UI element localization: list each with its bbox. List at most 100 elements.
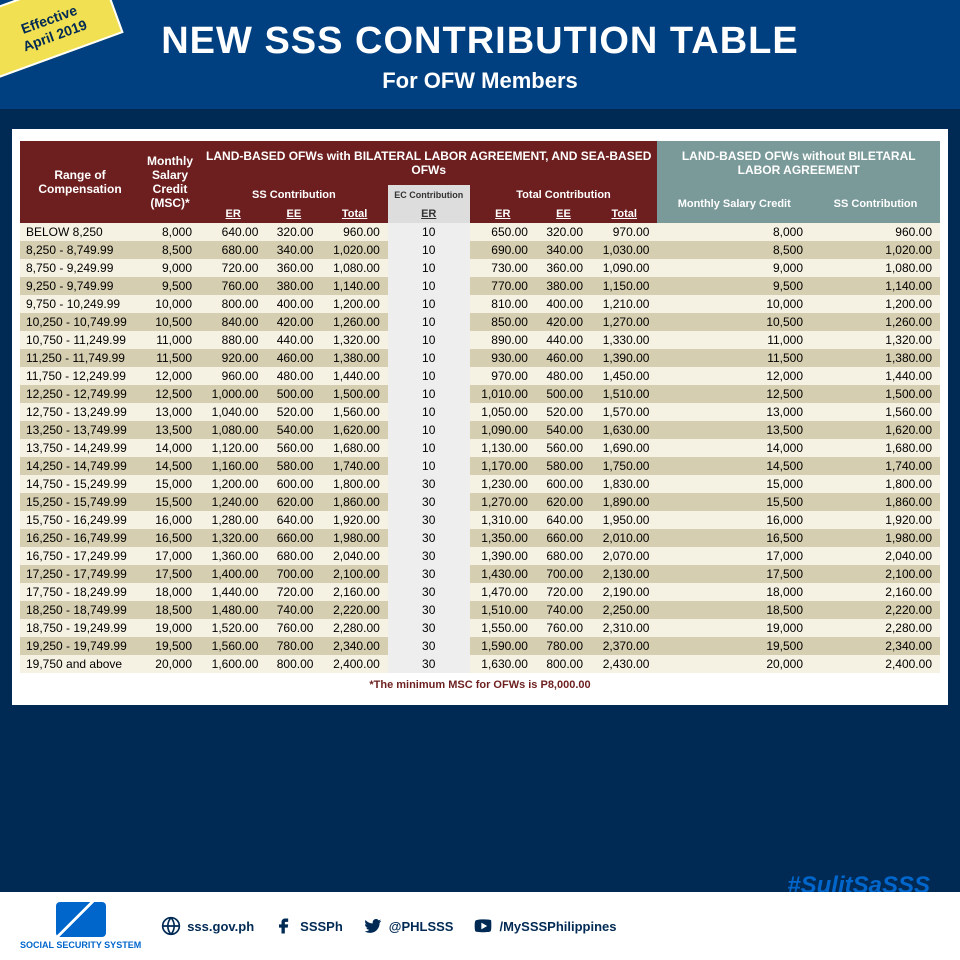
cell-ss2: 2,040.00 [811, 547, 940, 565]
table-row: 10,250 - 10,749.9910,500840.00420.001,26… [20, 313, 940, 331]
cell-msc2: 14,000 [657, 439, 811, 457]
cell-range: 9,250 - 9,749.99 [20, 277, 140, 295]
cell-range: 11,750 - 12,249.99 [20, 367, 140, 385]
cell-t-er: 1,270.00 [470, 493, 536, 511]
cell-ss2: 1,560.00 [811, 403, 940, 421]
cell-range: 16,250 - 16,749.99 [20, 529, 140, 547]
cell-t-ee: 340.00 [536, 241, 591, 259]
cell-ec: 10 [388, 223, 470, 241]
cell-t-t: 1,630.00 [591, 421, 657, 439]
cell-ec: 10 [388, 385, 470, 403]
cell-range: 18,250 - 18,749.99 [20, 601, 140, 619]
cell-ec: 30 [388, 565, 470, 583]
cell-t-ee: 660.00 [536, 529, 591, 547]
cell-range: 17,750 - 18,249.99 [20, 583, 140, 601]
cell-ec: 10 [388, 241, 470, 259]
cell-t-er: 1,230.00 [470, 475, 536, 493]
cell-msc: 20,000 [140, 655, 200, 673]
cell-ss-er: 1,600.00 [200, 655, 266, 673]
cell-ss-t: 1,680.00 [321, 439, 387, 457]
cell-ec: 10 [388, 277, 470, 295]
cell-ss-ee: 800.00 [266, 655, 321, 673]
cell-msc: 13,000 [140, 403, 200, 421]
cell-ss2: 960.00 [811, 223, 940, 241]
table-row: 12,750 - 13,249.9913,0001,040.00520.001,… [20, 403, 940, 421]
cell-ec: 30 [388, 601, 470, 619]
cell-ss-ee: 760.00 [266, 619, 321, 637]
cell-ss2: 1,740.00 [811, 457, 940, 475]
cell-msc: 15,500 [140, 493, 200, 511]
contribution-table: Range of Compensation Monthly Salary Cre… [20, 141, 940, 673]
table-row: 14,250 - 14,749.9914,5001,160.00580.001,… [20, 457, 940, 475]
hdr-total-contrib: Total Contribution [470, 185, 658, 205]
globe-icon [161, 916, 181, 936]
cell-msc2: 17,500 [657, 565, 811, 583]
cell-msc2: 18,500 [657, 601, 811, 619]
hdr-range: Range of Compensation [20, 141, 140, 223]
cell-t-t: 1,330.00 [591, 331, 657, 349]
cell-ss-er: 720.00 [200, 259, 266, 277]
cell-msc2: 11,000 [657, 331, 811, 349]
cell-range: 12,750 - 13,249.99 [20, 403, 140, 421]
cell-ss2: 2,160.00 [811, 583, 940, 601]
cell-ss-er: 1,360.00 [200, 547, 266, 565]
cell-t-t: 2,430.00 [591, 655, 657, 673]
hdr-t-er: ER [470, 205, 536, 223]
cell-range: 12,250 - 12,749.99 [20, 385, 140, 403]
cell-t-ee: 620.00 [536, 493, 591, 511]
cell-ec: 30 [388, 529, 470, 547]
cell-msc: 18,500 [140, 601, 200, 619]
cell-t-er: 730.00 [470, 259, 536, 277]
cell-t-t: 2,010.00 [591, 529, 657, 547]
cell-t-ee: 440.00 [536, 331, 591, 349]
table-row: 9,750 - 10,249.9910,000800.00400.001,200… [20, 295, 940, 313]
cell-ss-er: 1,000.00 [200, 385, 266, 403]
cell-range: 13,250 - 13,749.99 [20, 421, 140, 439]
cell-range: 11,250 - 11,749.99 [20, 349, 140, 367]
cell-ss-ee: 460.00 [266, 349, 321, 367]
hdr-ss-ee: EE [266, 205, 321, 223]
cell-ss-er: 1,520.00 [200, 619, 266, 637]
cell-t-er: 1,170.00 [470, 457, 536, 475]
cell-t-er: 1,010.00 [470, 385, 536, 403]
cell-t-t: 1,690.00 [591, 439, 657, 457]
cell-msc: 8,500 [140, 241, 200, 259]
cell-ss-ee: 400.00 [266, 295, 321, 313]
hdr-ec-er: ER [388, 205, 470, 223]
cell-ss-er: 1,480.00 [200, 601, 266, 619]
hdr-t-ee: EE [536, 205, 591, 223]
cell-t-ee: 380.00 [536, 277, 591, 295]
cell-t-er: 770.00 [470, 277, 536, 295]
table-row: 17,250 - 17,749.9917,5001,400.00700.002,… [20, 565, 940, 583]
cell-ss-t: 1,500.00 [321, 385, 387, 403]
cell-ss-er: 680.00 [200, 241, 266, 259]
cell-ss-t: 1,800.00 [321, 475, 387, 493]
hdr-msc: Monthly Salary Credit (MSC)* [140, 141, 200, 223]
cell-ss-t: 1,320.00 [321, 331, 387, 349]
cell-ec: 10 [388, 349, 470, 367]
yt-text: /MySSSPhilippines [499, 919, 616, 934]
web-text: sss.gov.ph [187, 919, 254, 934]
cell-t-ee: 700.00 [536, 565, 591, 583]
cell-range: 13,750 - 14,249.99 [20, 439, 140, 457]
cell-t-ee: 540.00 [536, 421, 591, 439]
cell-msc2: 8,000 [657, 223, 811, 241]
cell-ss2: 1,020.00 [811, 241, 940, 259]
cell-t-t: 2,370.00 [591, 637, 657, 655]
cell-t-er: 1,470.00 [470, 583, 536, 601]
cell-t-ee: 760.00 [536, 619, 591, 637]
cell-range: 14,250 - 14,749.99 [20, 457, 140, 475]
cell-t-er: 1,050.00 [470, 403, 536, 421]
facebook-icon [274, 916, 294, 936]
table-row: 15,250 - 15,749.9915,5001,240.00620.001,… [20, 493, 940, 511]
cell-ss-er: 1,440.00 [200, 583, 266, 601]
table-row: 8,750 - 9,249.999,000720.00360.001,080.0… [20, 259, 940, 277]
cell-ss-er: 1,040.00 [200, 403, 266, 421]
cell-ss-t: 1,860.00 [321, 493, 387, 511]
table-row: 15,750 - 16,249.9916,0001,280.00640.001,… [20, 511, 940, 529]
cell-ss-ee: 500.00 [266, 385, 321, 403]
table-row: 16,250 - 16,749.9916,5001,320.00660.001,… [20, 529, 940, 547]
cell-t-ee: 500.00 [536, 385, 591, 403]
sss-logo: SOCIAL SECURITY SYSTEM [20, 902, 141, 950]
cell-ss2: 1,620.00 [811, 421, 940, 439]
